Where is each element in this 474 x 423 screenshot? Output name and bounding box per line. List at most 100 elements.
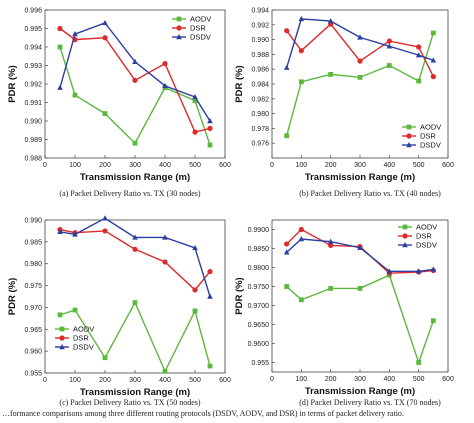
x-tick-label: 300: [354, 376, 366, 383]
data-point-dsdv: [162, 82, 168, 89]
legend-label: DSR: [420, 132, 436, 141]
y-tick-label: 0.988: [251, 52, 269, 59]
legend-marker: [406, 133, 412, 139]
data-point-dsdv: [386, 268, 393, 274]
data-point-dsr: [57, 25, 63, 32]
y-axis-label: PDR (%): [234, 277, 245, 314]
data-point-dsr: [328, 242, 334, 249]
data-point-aodv: [57, 312, 63, 318]
data-point-dsdv: [298, 15, 305, 22]
figure-caption: …formance comparisons among three differ…: [2, 409, 404, 418]
y-tick-label: 0.960: [24, 349, 42, 356]
legend-marker: [402, 242, 408, 248]
y-tick-label: 0.9850: [248, 246, 270, 253]
data-point-dsr: [192, 287, 198, 293]
x-tick-label: 500: [189, 377, 201, 384]
legend-label: DSDV: [416, 241, 437, 250]
x-tick-label: 600: [219, 162, 231, 169]
legend-label: DSR: [416, 232, 432, 241]
y-tick-label: 0.990: [24, 119, 42, 126]
data-point-aodv: [430, 318, 436, 324]
x-axis-label: Transmission Range (m): [305, 172, 415, 183]
data-point-dsdv: [415, 52, 422, 58]
y-tick-label: 0.993: [24, 63, 42, 70]
y-tick-label: 0.9600: [248, 341, 270, 348]
data-point-dsr: [162, 61, 168, 67]
data-point-aodv: [284, 284, 290, 289]
x-tick-label: 500: [413, 162, 425, 169]
legend-label: AODV: [73, 325, 94, 334]
subfigure-caption: (b) Packet Delivery Ratio vs. TX (40 nod…: [299, 189, 441, 198]
x-tick-label: 500: [189, 162, 201, 169]
data-point-aodv: [72, 307, 78, 313]
legend-label: DSDV: [190, 33, 211, 42]
legend-marker: [406, 142, 412, 148]
x-axis-label: Transmission Range (m): [305, 386, 415, 397]
legend-marker: [176, 16, 182, 22]
data-point-dsr: [386, 38, 392, 44]
data-point-dsdv: [357, 34, 363, 40]
data-point-aodv: [298, 79, 304, 85]
legend-label: AODV: [190, 15, 211, 24]
data-point-dsr: [102, 228, 108, 234]
data-point-dsdv: [430, 266, 437, 272]
x-tick-label: 200: [325, 376, 337, 383]
y-tick-label: 0.994: [24, 45, 42, 52]
legend-label: AODV: [420, 123, 441, 132]
data-point-dsdv: [386, 43, 393, 49]
y-tick-label: 0.955: [251, 360, 269, 367]
x-tick-label: 200: [99, 162, 111, 169]
x-tick-label: 400: [383, 376, 395, 383]
data-point-aodv: [298, 297, 304, 303]
subfigure-caption: (a) Packet Delivery Ratio vs. TX (30 nod…: [59, 189, 200, 198]
data-point-aodv: [357, 74, 363, 80]
data-point-dsdv: [415, 268, 422, 274]
x-tick-label: 100: [69, 162, 81, 169]
y-tick-label: 0.9650: [248, 322, 270, 329]
data-point-dsdv: [162, 234, 168, 240]
data-point-dsdv: [283, 64, 290, 70]
y-tick-label: 0.989: [24, 137, 42, 144]
data-point-dsdv: [102, 215, 108, 221]
y-tick-label: 0.980: [24, 261, 42, 268]
legend-marker: [176, 25, 182, 31]
y-tick-label: 0.992: [24, 82, 42, 89]
legend-marker: [406, 124, 412, 130]
y-axis-label: PDR (%): [7, 65, 18, 102]
data-point-dsdv: [57, 228, 63, 235]
data-point-dsr: [284, 28, 290, 34]
legend-label: AODV: [416, 223, 437, 232]
data-point-dsr: [207, 268, 213, 275]
data-point-dsdv: [72, 231, 78, 237]
x-tick-label: 400: [383, 162, 395, 169]
x-axis-label: Transmission Range (m): [80, 172, 190, 183]
data-point-dsdv: [132, 58, 138, 64]
y-tick-label: 0.986: [251, 67, 269, 74]
x-axis-label: Transmission Range (m): [80, 387, 190, 398]
x-tick-label: 100: [295, 376, 307, 383]
data-point-dsdv: [327, 18, 334, 24]
x-tick-label: 600: [219, 377, 231, 384]
data-point-aodv: [416, 78, 422, 84]
data-point-aodv: [207, 363, 213, 369]
panel-b: 0.976 0.978 0.980 0.982 0.984 0.986 0.988 0.990…: [234, 8, 454, 199]
y-axis-label: PDR (%): [234, 65, 245, 102]
data-point-dsdv: [102, 19, 108, 26]
x-tick-label: 0: [270, 376, 274, 383]
data-point-dsr: [298, 226, 304, 233]
x-tick-label: 0: [43, 377, 47, 384]
data-point-dsr: [162, 259, 168, 265]
data-point-dsr: [192, 129, 198, 135]
data-point-aodv: [284, 133, 290, 139]
data-point-dsdv: [192, 244, 198, 251]
panel-a: 0.988 0.989 0.990 0.991 0.992 0.993 0.994 0.995…: [7, 8, 231, 199]
y-tick-label: 0.975: [24, 283, 42, 290]
y-tick-label: 0.9750: [248, 284, 270, 291]
y-tick-label: 0.9800: [248, 265, 270, 272]
y-tick-label: 0.990: [251, 37, 269, 44]
data-point-aodv: [72, 92, 78, 98]
